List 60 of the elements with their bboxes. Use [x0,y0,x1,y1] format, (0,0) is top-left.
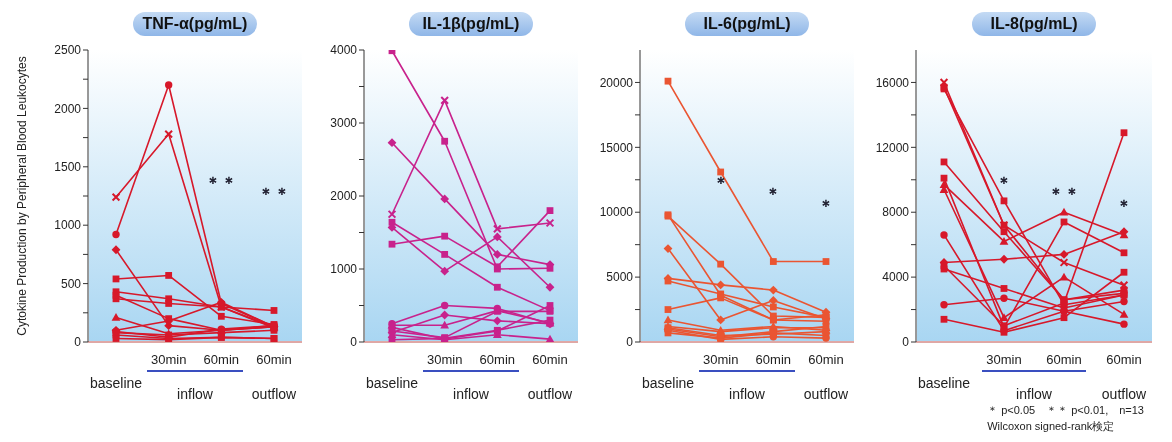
annotation: ＊＊ [1047,184,1081,205]
y-tick-label: 0 [350,335,358,350]
y-tick-label: 500 [60,276,82,291]
text: outflow [250,386,298,402]
x-tick-label: 60min [1106,352,1142,367]
annotation: ＊ [995,172,1013,193]
y-tick-label: 1000 [54,218,82,233]
y-tick-label: 3000 [330,116,358,131]
y-tick-label: 10000 [599,205,634,220]
x-tick-label: 60min [755,352,792,367]
chart-title: IL-1β(pg/mL) [409,12,533,36]
annotation: ＊ [711,172,730,193]
x-tick-label: baseline [89,375,143,391]
text: inflow [452,386,490,402]
y-tick-label: 1500 [54,160,82,175]
text: inflow [1015,386,1053,402]
text: inflow [176,386,214,402]
text: outflow [802,386,850,402]
x-tick-label: 60min [256,352,292,367]
y-tick-label: 5000 [606,270,634,285]
y-tick-label: 16000 [875,75,910,90]
annotation: ＊ [1115,196,1133,216]
y-tick-label: 8000 [882,205,910,220]
y-tick-label: 0 [74,335,82,350]
x-tick-label: 30min [702,352,739,367]
text: outflow [526,386,574,402]
x-tick-label: baseline [641,375,695,391]
y-tick-label: 2000 [330,189,358,204]
y-tick-label: 12000 [875,140,910,155]
x-tick-label: 60min [808,352,844,367]
x-tick-label: 60min [479,352,516,367]
y-tick-label: 4000 [330,43,358,58]
annotation: ＊＊ [204,172,239,193]
annotation: ＊＊ [257,184,291,205]
text: inflow [728,386,766,402]
y-tick-label: 0 [626,335,634,350]
y-tick-label: 2500 [54,43,82,58]
x-tick-label: 60min [532,352,568,367]
chart-title: IL-6(pg/mL) [685,12,809,36]
x-tick-label: 30min [986,352,1022,367]
x-tick-label: 30min [150,352,187,367]
chart-title: IL-8(pg/mL) [972,12,1096,36]
y-tick-label: 2000 [54,101,82,116]
x-tick-label: baseline [917,375,971,391]
annotation: ＊ [764,184,783,205]
y-tick-label: 0 [902,335,910,350]
y-tick-label: 4000 [882,270,910,285]
y-axis-title: Cytokine Production by Peripheral Blood Leukocytes [15,56,30,336]
chart-title: TNF-α(pg/mL) [133,12,257,36]
annotation: ＊ [817,196,835,216]
text: Wilcoxon signed-rank検定 [987,419,1116,434]
x-tick-label: 30min [426,352,463,367]
text: outflow [1100,386,1148,402]
y-tick-label: 20000 [599,75,634,90]
text: ＊ p<0.05 ＊＊ p<0.01, n=13 [987,403,1144,418]
y-tick-label: 1000 [330,262,358,277]
x-tick-label: 60min [203,352,240,367]
x-tick-label: baseline [365,375,419,391]
x-tick-label: 60min [1046,352,1082,367]
y-tick-label: 15000 [599,140,634,155]
